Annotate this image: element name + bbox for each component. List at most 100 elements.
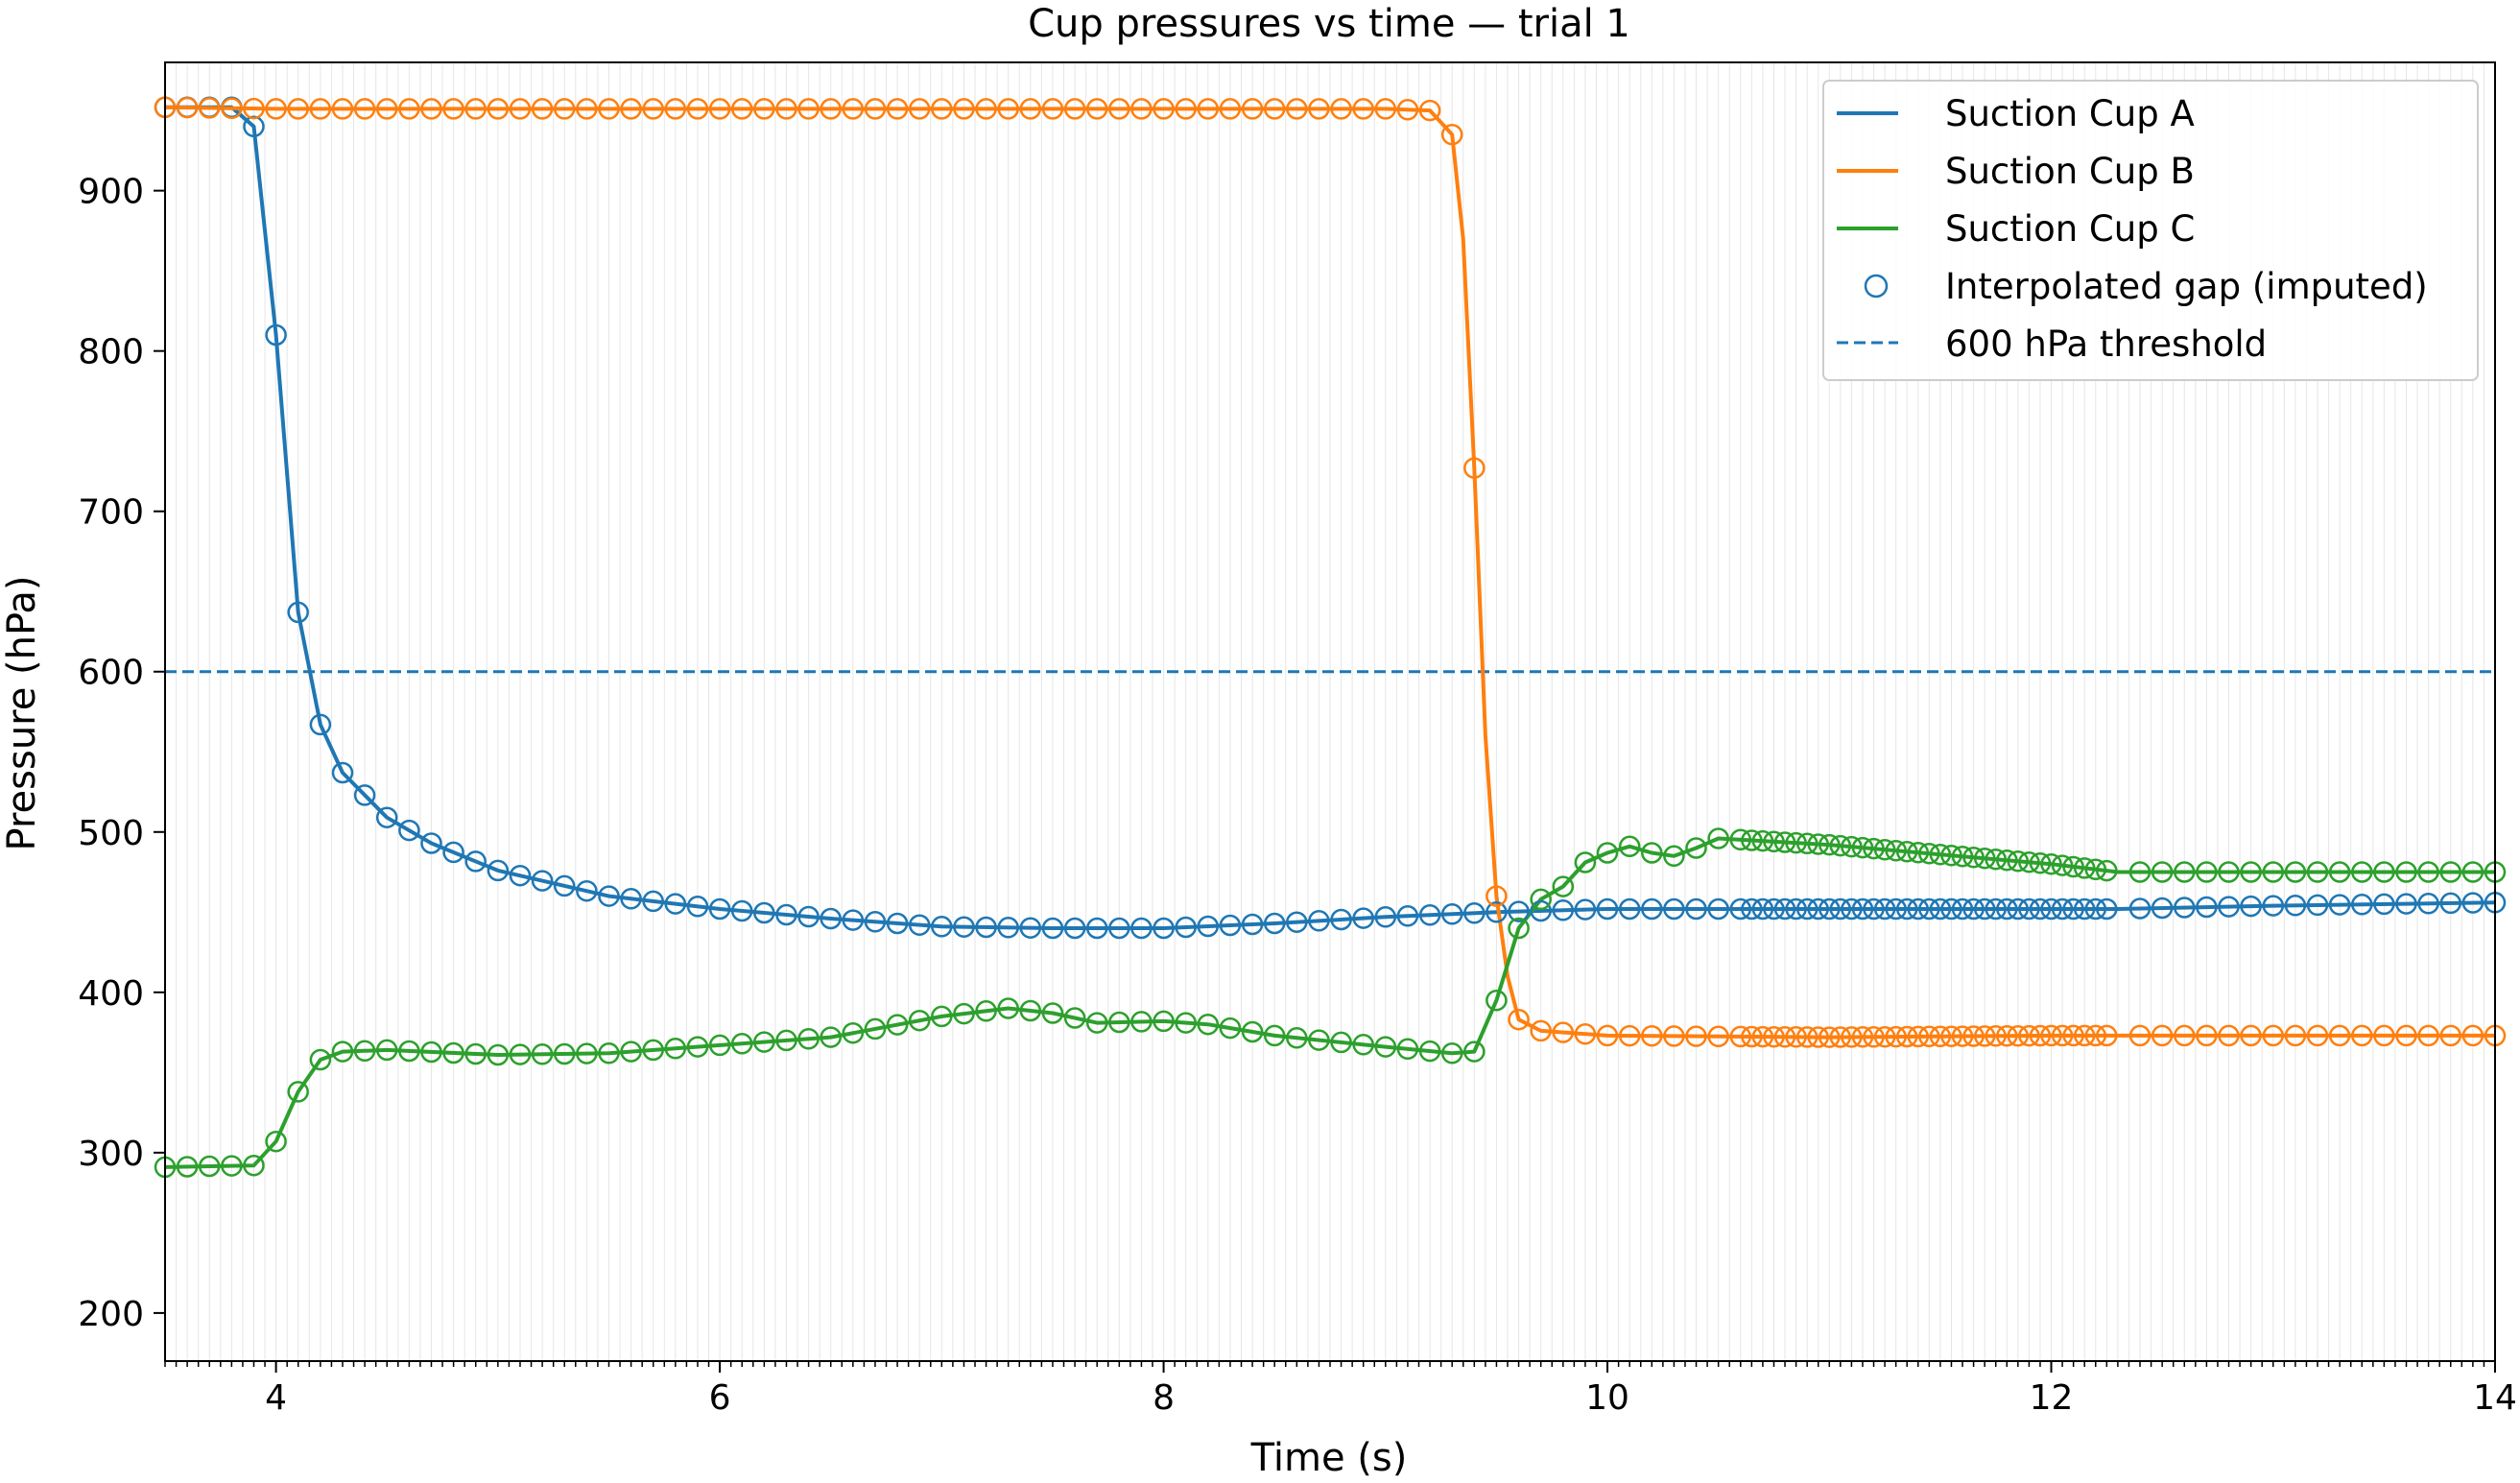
marker-a (1807, 897, 1829, 921)
marker-a (886, 912, 909, 935)
marker-c (2128, 861, 2152, 883)
marker-c (1951, 845, 1974, 868)
marker-c (1530, 888, 1552, 911)
marker-b (1552, 1021, 1575, 1043)
marker-b (908, 98, 931, 120)
marker-b (1785, 1026, 1807, 1048)
marker-b (1396, 99, 1419, 121)
marker-a (953, 916, 975, 938)
marker-a (1308, 910, 1330, 932)
series-lines (164, 105, 2496, 1169)
marker-c (1685, 837, 1707, 859)
marker-b (1197, 98, 1220, 120)
marker-c (997, 997, 1019, 1019)
marker-b (1041, 98, 1064, 120)
marker-b (1973, 1025, 1996, 1047)
marker-b (1829, 1026, 1852, 1048)
marker-a (1641, 897, 1663, 921)
marker-b (797, 98, 820, 120)
marker-c (1552, 875, 1575, 897)
marker-a (1286, 911, 1308, 933)
marker-c (598, 1042, 620, 1064)
y-tick-label: 700 (78, 493, 144, 533)
marker-c (1352, 1034, 1374, 1056)
marker-b (2461, 1024, 2484, 1047)
x-tick-label: 8 (1153, 1378, 1175, 1418)
marker-b (1618, 1024, 1641, 1047)
marker-b (2395, 1024, 2417, 1047)
marker-b (509, 98, 532, 120)
marker-a (464, 850, 487, 873)
marker-a (1929, 897, 1952, 921)
marker-c (2240, 861, 2262, 883)
marker-c (1773, 831, 1796, 853)
marker-b (1330, 98, 1352, 120)
marker-b (842, 98, 865, 120)
marker-b (1763, 1025, 1785, 1048)
marker-b (1873, 1025, 1896, 1048)
marker-c (664, 1038, 687, 1060)
marker-c (1907, 841, 1930, 864)
marker-c (2196, 861, 2218, 883)
marker-a (2417, 893, 2439, 915)
marker-a (2439, 892, 2462, 915)
marker-c (576, 1042, 598, 1064)
marker-a (1773, 897, 1796, 921)
marker-b (1352, 98, 1374, 120)
marker-c (1819, 833, 1841, 856)
marker-b (2328, 1024, 2351, 1047)
marker-c (420, 1040, 442, 1064)
marker-b (2007, 1024, 2030, 1047)
marker-b (2084, 1024, 2107, 1047)
marker-c (1873, 838, 1896, 861)
marker-c (1396, 1038, 1419, 1061)
marker-a (1940, 897, 1962, 921)
marker-a (331, 761, 354, 784)
marker-c (2040, 852, 2062, 875)
marker-b (1241, 98, 1264, 120)
marker-b (2174, 1024, 2196, 1047)
marker-b (931, 98, 953, 120)
marker-b (1962, 1025, 1985, 1047)
marker-b (2196, 1024, 2218, 1047)
marker-c (908, 1009, 931, 1032)
marker-c (442, 1041, 464, 1064)
marker-a (1330, 908, 1352, 931)
marker-a (1241, 913, 1264, 936)
marker-c (1130, 1011, 1153, 1033)
series-line-b (164, 105, 2495, 1040)
marker-b (2128, 1024, 2152, 1047)
marker-c (1962, 846, 1985, 869)
marker-a (1829, 897, 1852, 921)
marker-c (2439, 861, 2462, 883)
marker-a (2218, 896, 2240, 918)
marker-b (420, 98, 442, 120)
y-tick-label: 200 (78, 1295, 144, 1334)
marker-b (1463, 457, 1486, 479)
marker-b (730, 98, 753, 120)
marker-c (1985, 848, 2007, 871)
legend-label-threshold: 600 hPa threshold (1945, 323, 2267, 365)
marker-a (753, 901, 775, 924)
marker-a (1707, 897, 1729, 921)
marker-a (775, 903, 797, 926)
marker-b (1663, 1025, 1685, 1047)
marker-c (2417, 861, 2439, 883)
y-tick-label: 800 (78, 333, 144, 372)
marker-c (1019, 999, 1042, 1022)
marker-c (686, 1036, 709, 1058)
marker-a (1463, 902, 1486, 924)
x-tick-label: 10 (1585, 1378, 1629, 1418)
marker-c (1751, 829, 1774, 852)
marker-a (509, 864, 532, 887)
marker-a (975, 916, 997, 939)
x-axis-label: Time (s) (1250, 1436, 1408, 1480)
marker-a (1685, 897, 1707, 921)
marker-c (1973, 847, 1996, 870)
marker-a (997, 917, 1019, 939)
marker-b (1918, 1025, 1940, 1048)
marker-b (2218, 1024, 2240, 1047)
marker-a (598, 885, 620, 907)
marker-a (931, 916, 953, 938)
marker-b (1863, 1026, 1885, 1048)
